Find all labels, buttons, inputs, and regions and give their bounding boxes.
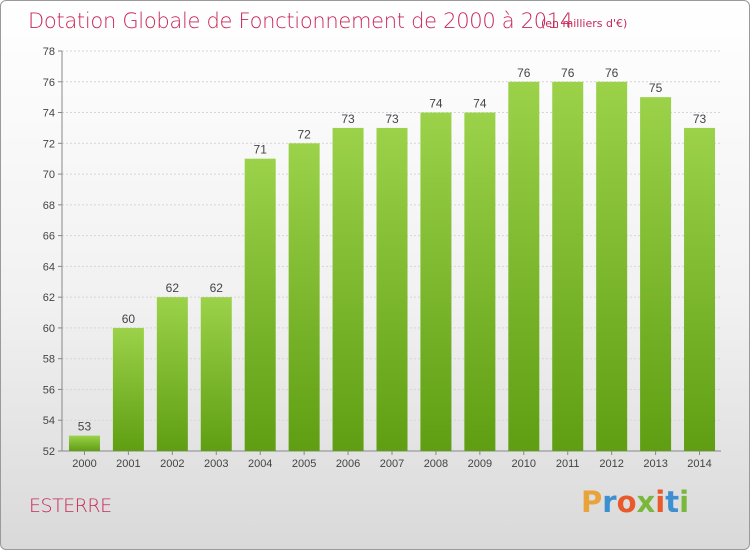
logo-letter: i — [655, 485, 666, 519]
bar-2006 — [332, 127, 364, 451]
x-tick-label-2005: 2005 — [292, 458, 316, 470]
y-tick-label: 56 — [43, 384, 55, 396]
logo-letter: r — [602, 485, 617, 519]
x-tick-label-2001: 2001 — [116, 458, 140, 470]
bar-2007 — [376, 127, 408, 451]
x-tick-label-2003: 2003 — [204, 458, 228, 470]
x-tick-label-2004: 2004 — [248, 458, 272, 470]
bars — [68, 81, 716, 452]
data-label-2010: 76 — [517, 66, 531, 80]
commune-name: ESTERRE — [29, 495, 112, 517]
x-tick-label-2006: 2006 — [336, 458, 360, 470]
bar-2002 — [156, 297, 188, 451]
bar-2014 — [684, 127, 716, 451]
x-tick-label-2011: 2011 — [556, 458, 580, 470]
bar-2013 — [640, 97, 672, 452]
bar-2000 — [68, 435, 100, 451]
data-label-2003: 62 — [210, 281, 224, 295]
y-tick-label: 60 — [43, 323, 55, 335]
y-tick-label: 76 — [43, 77, 55, 89]
data-label-2006: 73 — [341, 112, 355, 126]
x-tick-label-2010: 2010 — [512, 458, 536, 470]
data-label-2007: 73 — [385, 112, 399, 126]
proxiti-logo: Proxiti — [581, 485, 689, 519]
bar-2010 — [508, 81, 540, 452]
bar-2011 — [552, 81, 584, 452]
logo-letter: o — [616, 485, 637, 519]
data-label-2001: 60 — [122, 312, 136, 326]
x-tick-label-2009: 2009 — [468, 458, 492, 470]
y-tick-label: 54 — [43, 415, 55, 427]
data-label-2014: 73 — [693, 112, 707, 126]
x-tick-label-2002: 2002 — [160, 458, 184, 470]
y-tick-label: 58 — [43, 354, 55, 366]
y-tick-label: 72 — [43, 138, 55, 150]
logo-letter: x — [636, 485, 656, 519]
bar-2009 — [464, 112, 496, 452]
x-tick-label-2008: 2008 — [424, 458, 448, 470]
data-label-2012: 76 — [605, 66, 619, 80]
logo-letter: i — [679, 485, 690, 519]
bar-2008 — [420, 112, 452, 452]
x-tick-label-2007: 2007 — [380, 458, 404, 470]
bar-2001 — [112, 327, 144, 451]
y-tick-label: 52 — [43, 446, 55, 458]
data-label-2004: 71 — [254, 143, 268, 157]
data-label-2009: 74 — [473, 97, 487, 111]
x-tick-label-2013: 2013 — [643, 458, 667, 470]
y-tick-label: 64 — [43, 261, 55, 273]
bar-2012 — [596, 81, 628, 452]
bar-2003 — [200, 297, 232, 451]
axes: 52 54 56 58 60 62 64 66 68 70 72 74 76 78 2000 2001 2002… — [43, 46, 721, 470]
data-label-2011: 76 — [561, 66, 575, 80]
x-tick-label-2014: 2014 — [687, 458, 711, 470]
x-tick-label-2012: 2012 — [599, 458, 623, 470]
logo-letter: P — [581, 485, 603, 519]
chart-title: Dotation Globale de Fonctionnement de 20… — [28, 9, 573, 33]
y-tick-label: 66 — [43, 231, 55, 243]
bar-2005 — [288, 143, 320, 452]
data-label-2013: 75 — [649, 81, 663, 95]
data-label-2008: 74 — [429, 97, 443, 111]
y-tick-label: 74 — [43, 108, 55, 120]
y-tick-label: 68 — [43, 200, 55, 212]
data-label-2005: 72 — [297, 127, 311, 141]
y-tick-label: 78 — [43, 46, 55, 58]
data-labels: 53 60 62 62 71 72 73 73 74 74 76 76 76 75 73 — [78, 66, 707, 434]
data-label-2000: 53 — [78, 420, 92, 434]
y-tick-label: 62 — [43, 292, 55, 304]
logo-letter: t — [665, 485, 680, 519]
y-tick-label: 70 — [43, 169, 55, 181]
chart-subtitle: (en milliers d'€) — [541, 17, 628, 30]
bar-2004 — [244, 158, 276, 451]
x-tick-label-2000: 2000 — [72, 458, 96, 470]
data-label-2002: 62 — [166, 281, 180, 295]
